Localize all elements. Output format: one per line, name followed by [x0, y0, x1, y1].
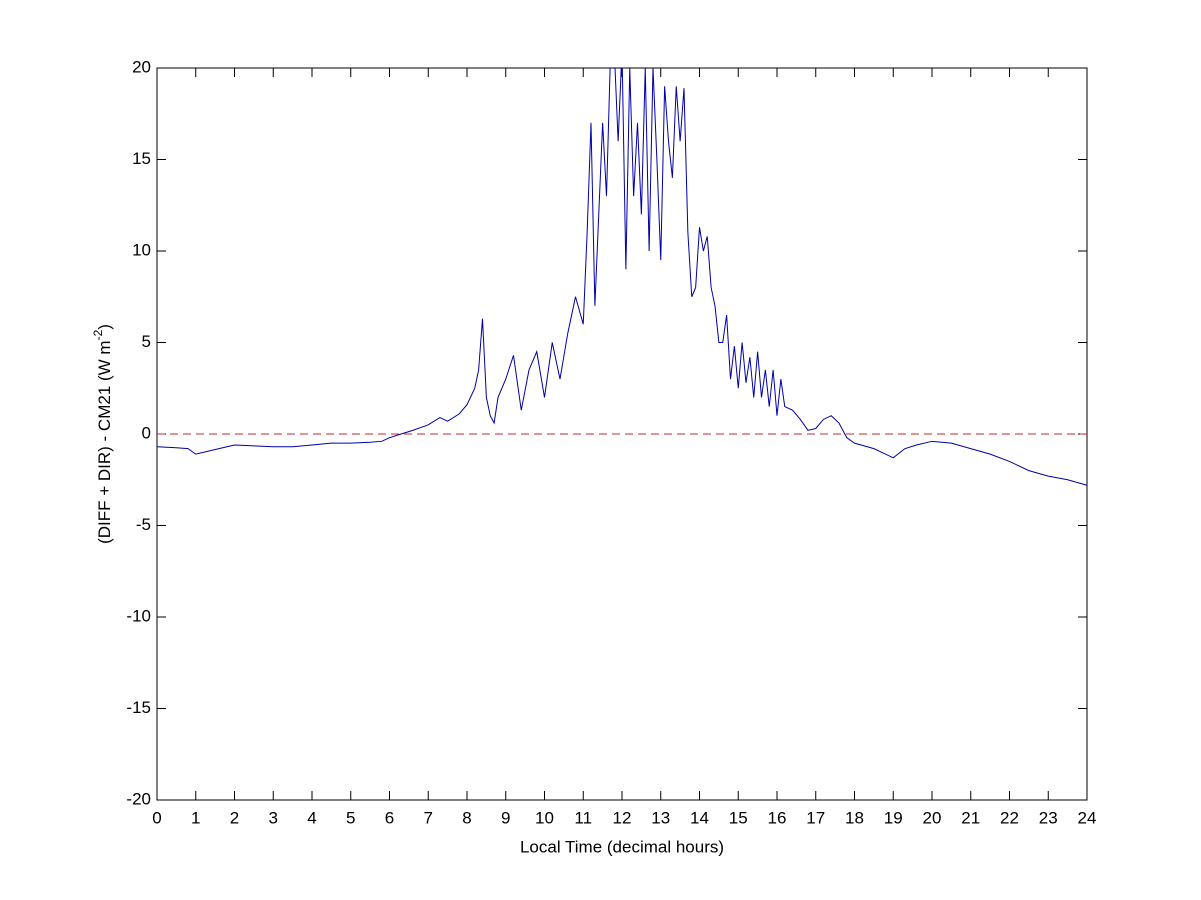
- x-tick-label: 8: [462, 808, 471, 827]
- y-tick-label: -5: [136, 515, 151, 534]
- y-tick-label: 10: [132, 240, 151, 259]
- y-tick-label: 5: [142, 332, 151, 351]
- y-axis-label: (DIFF + DIR) - CM21 (W m-2): [91, 324, 114, 544]
- x-tick-label: 23: [1039, 808, 1058, 827]
- y-label-superscript: -2: [91, 329, 105, 340]
- x-tick-label: 18: [845, 808, 864, 827]
- x-tick-label: 0: [152, 808, 161, 827]
- x-tick-label: 5: [346, 808, 355, 827]
- x-tick-label: 2: [230, 808, 239, 827]
- y-tick-label: -10: [126, 606, 151, 625]
- y-label-text: (DIFF + DIR) - CM21 (W m: [95, 340, 114, 544]
- y-tick-label: 20: [132, 57, 151, 76]
- x-tick-label: 9: [501, 808, 510, 827]
- x-tick-label: 24: [1078, 808, 1097, 827]
- y-tick-label: -15: [126, 698, 151, 717]
- x-tick-label: 21: [961, 808, 980, 827]
- x-tick-label: 22: [1000, 808, 1019, 827]
- x-tick-label: 7: [424, 808, 433, 827]
- x-tick-label: 4: [307, 808, 316, 827]
- y-tick-label: 15: [132, 149, 151, 168]
- x-tick-label: 15: [729, 808, 748, 827]
- x-tick-label: 19: [884, 808, 903, 827]
- x-tick-label: 10: [535, 808, 554, 827]
- data-line: [157, 68, 1087, 486]
- x-tick-label: 14: [690, 808, 709, 827]
- x-tick-label: 20: [923, 808, 942, 827]
- y-tick-label: -20: [126, 789, 151, 808]
- y-tick-label: 0: [142, 423, 151, 442]
- plot-frame: [156, 67, 1088, 801]
- plot-area: [157, 68, 1087, 486]
- x-tick-label: 13: [651, 808, 670, 827]
- x-tick-label: 11: [574, 808, 592, 827]
- x-tick-label: 16: [768, 808, 787, 827]
- x-tick-label: 6: [385, 808, 394, 827]
- y-label-suffix: ): [95, 324, 114, 330]
- x-axis-label: Local Time (decimal hours): [520, 837, 724, 856]
- x-tick-label: 12: [613, 808, 632, 827]
- x-tick-label: 3: [269, 808, 278, 827]
- x-tick-label: 17: [806, 808, 825, 827]
- x-tick-label: 1: [191, 808, 200, 827]
